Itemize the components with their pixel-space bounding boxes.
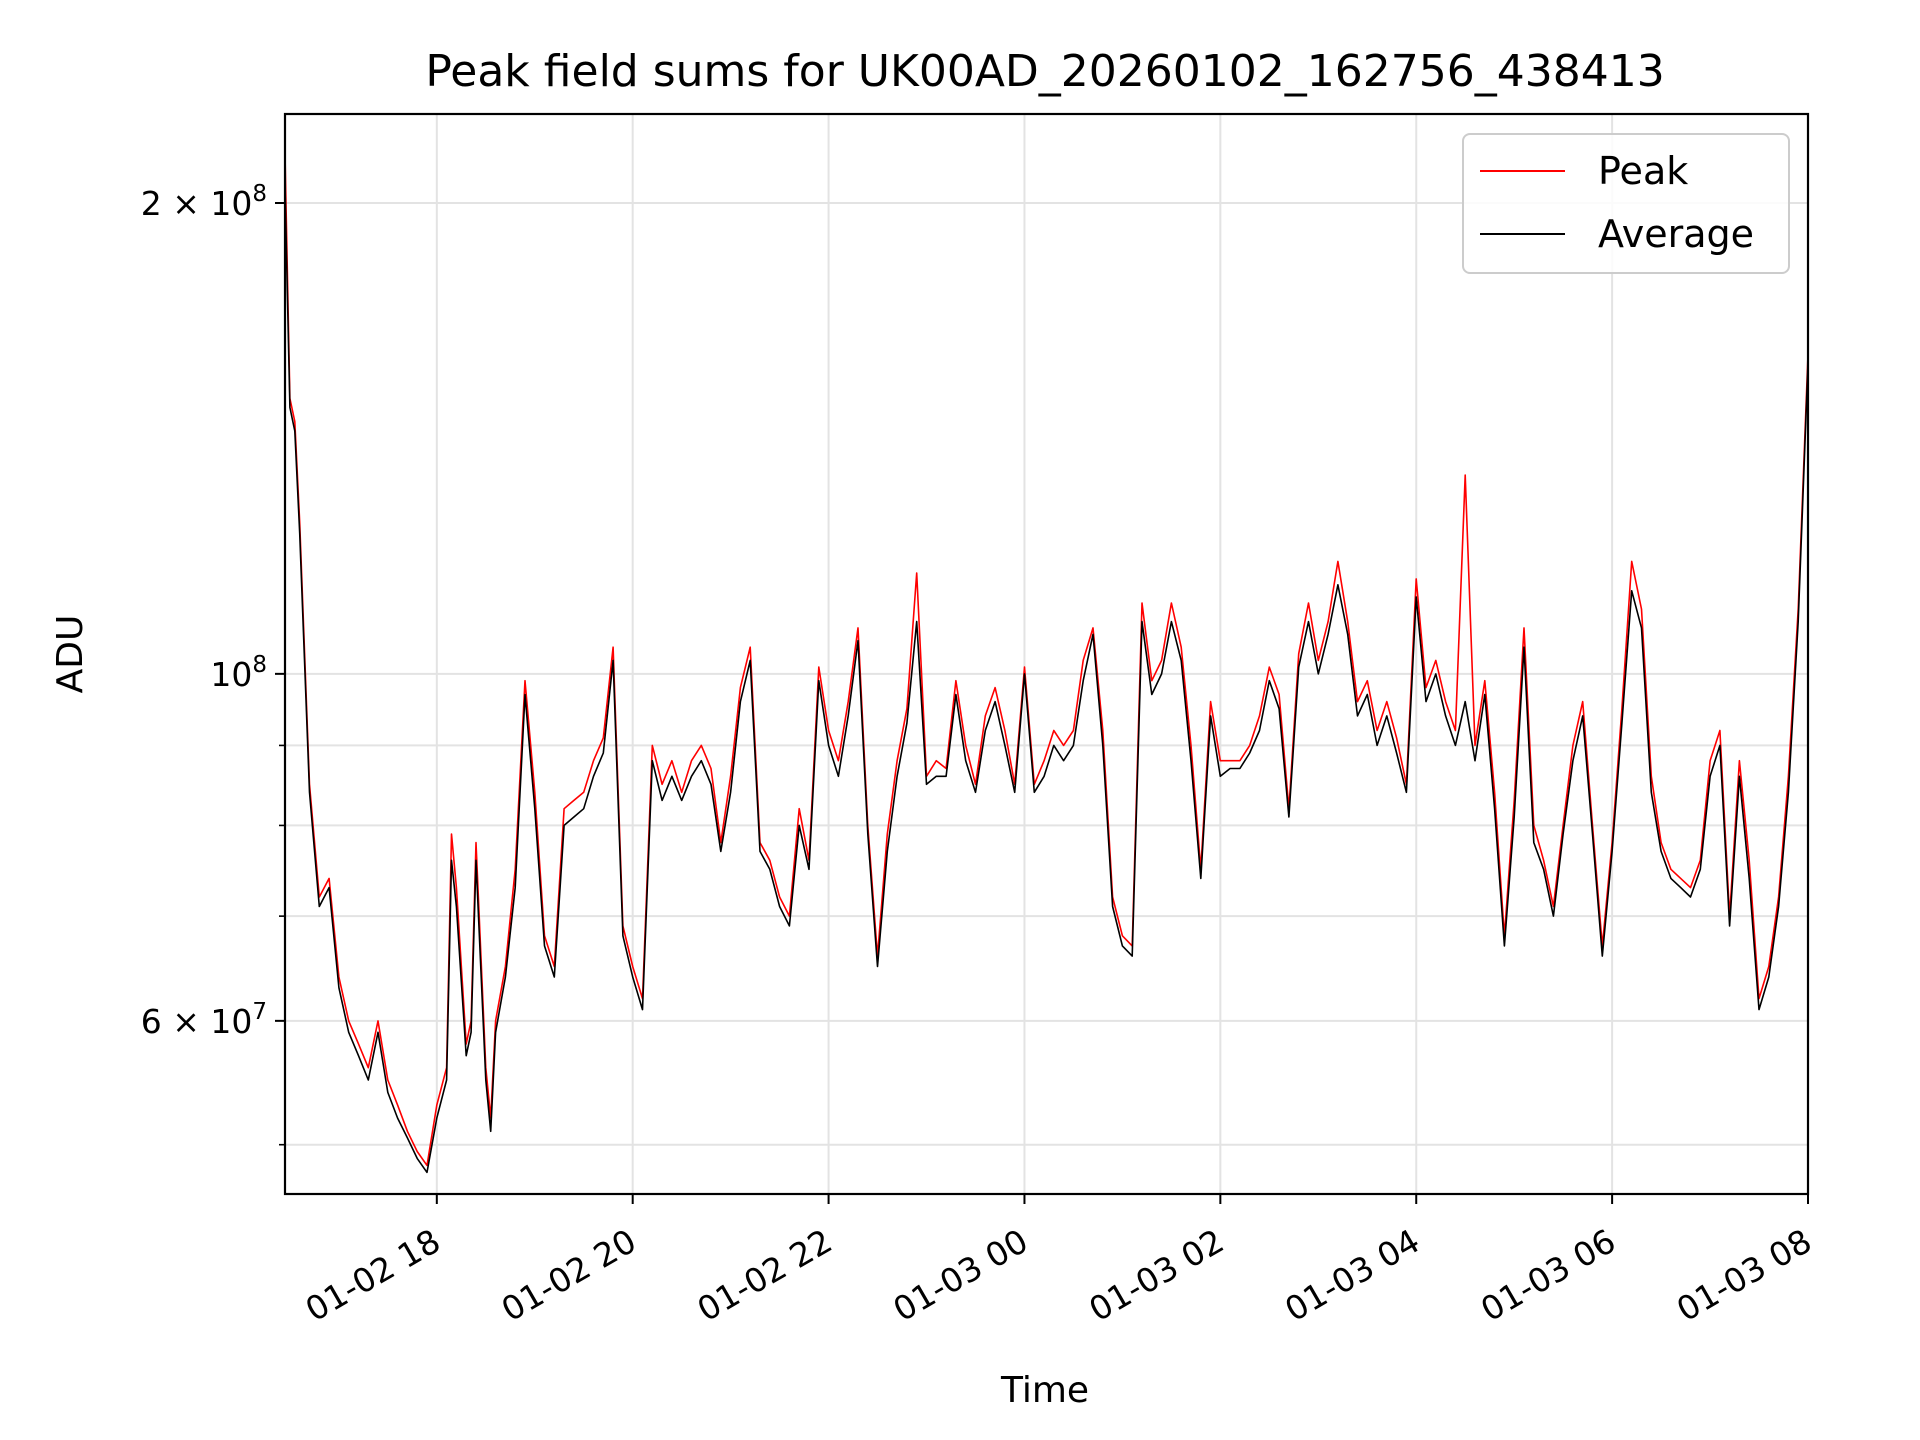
plot-frame — [283, 112, 1810, 1196]
x-axis-label: Time — [1000, 1370, 1089, 1411]
chart-title: Peak field sums for UK00AD_20260102_1627… — [425, 46, 1664, 97]
legend-box — [1462, 133, 1790, 274]
y-axis-label: ADU — [50, 615, 91, 694]
legend-label-peak: Peak — [1598, 149, 1688, 193]
series-layer — [284, 153, 1809, 1174]
legend: Peak Average — [1462, 133, 1790, 274]
series-line-average — [284, 186, 1809, 1174]
y-tick-label: 2 × 108 — [141, 181, 267, 223]
y-tick-label: 6 × 107 — [141, 999, 267, 1041]
series-line-peak — [284, 153, 1809, 1167]
legend-label-average: Average — [1598, 212, 1754, 256]
